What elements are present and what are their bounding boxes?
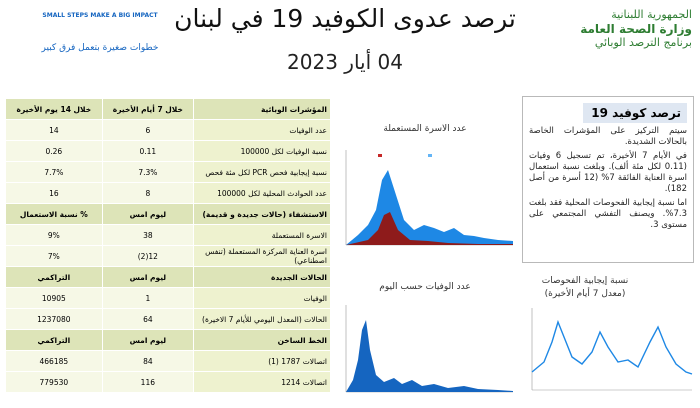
table-row: نسبة إيجابية فحص PCR لكل مئة فحص 7.3% 7.7% [5,161,331,183]
table-row: اتصالات 1787 (1) 84 466185 [5,350,331,372]
table-cell: نسبة الوفيات لكل 100000 [193,140,331,162]
header-row: المؤشرات الوبائية خلال 7 أيام الأخيرة خلال… [5,98,331,120]
ministry-line: برنامج الترصد الوبائي [594,36,692,49]
chart-title: نسبة إيجابية الفحوصات [541,276,629,286]
table-cell: ليوم امس [101,329,195,351]
table-cell: الحالات الجديدة [193,266,331,288]
table-cell: عدد الوفيات [193,119,331,141]
logo-text: خطوات صغيرة بتعمل فرق كبير [41,43,159,53]
table-cell: 7% [5,245,103,267]
table-row: الحالات (المعدل اليومي للأيام 7 الاخيرة)… [5,308,331,330]
table-cell: الخط الساخن [193,329,331,351]
chart-title: عدد الاسرة المستعملة [383,124,467,134]
table-cell: خلال 7 أيام الأخيرة [101,98,195,120]
ministry-line: الجمهورية اللبنانية [611,8,692,21]
chart-subtitle: (معدل 7 أيام الأخيرة) [544,289,626,299]
table-cell: 0.26 [5,140,103,162]
panel-paragraph: سيتم التركيز على المؤشرات الخاصة بالحالا… [529,126,687,147]
table-cell: ليوم امس [101,203,195,225]
panel-paragraph: في الأيام 7 الأخيرة، تم تسجيل 6 وفيات (0… [529,151,687,194]
indicator-table: المؤشرات الوبائية خلال 7 أيام الأخيرة خلال… [5,98,331,393]
table-cell: % نسبة الاستعمال [5,203,103,225]
table-cell: التراكمي [5,266,103,288]
table-cell: 64 [101,308,195,330]
table-cell: ليوم امس [101,266,195,288]
table-row: اتصالات 1214 116 779530 [5,371,331,393]
logo-text: SMALL STEPS MAKE A BIG IMPACT [42,12,158,19]
table-row: الاسرة المستعملة 38 9% [5,224,331,246]
table-cell: نسبة إيجابية فحص PCR لكل مئة فحص [193,161,331,183]
table-cell: اتصالات 1214 [193,371,331,393]
table-cell: 779530 [5,371,103,393]
table-cell: 6 [101,119,195,141]
table-cell: عدد الحوادث المحلية لكل 100000 [193,182,331,204]
panel-heading: ترصد كوفيد 19 [583,103,687,123]
table-cell: 1 [101,287,195,309]
table-cell: 8 [101,182,195,204]
header-row: الاستشفاء (حالات جديدة و قديمة) ليوم امس%… [5,203,331,225]
table-cell: 14 [5,119,103,141]
beds-chart [345,150,513,246]
table-cell: 10905 [5,287,103,309]
table-cell: 1237080 [5,308,103,330]
table-cell: اسرة العناية المركزة المستعملة (تنفس اصط… [193,245,331,267]
table-row: نسبة الوفيات لكل 100000 0.11 0.26 [5,140,331,162]
table-row: اسرة العناية المركزة المستعملة (تنفس اصط… [5,245,331,267]
table-cell: الاستشفاء (حالات جديدة و قديمة) [193,203,331,225]
header-row: الخط الساخن ليوم امس التراكمي [5,329,331,351]
header-row: الحالات الجديدة ليوم امس التراكمي [5,266,331,288]
table-cell: 9% [5,224,103,246]
table-cell: 16 [5,182,103,204]
panel-paragraph: اما نسبة إيجابية الفحوصات المحلية فقد بل… [529,198,687,230]
table-row: الوفيات 1 10905 [5,287,331,309]
table-cell: اتصالات 1787 (1) [193,350,331,372]
positivity-chart [531,308,693,391]
table-cell: الاسرة المستعملة [193,224,331,246]
table-cell: المؤشرات الوبائية [193,98,331,120]
table-row: عدد الوفيات 6 14 [5,119,331,141]
date: 04 أيار 2023 [287,50,403,74]
table-cell: 0.11 [101,140,195,162]
table-cell: 7.7% [5,161,103,183]
deaths-chart [345,305,513,393]
chart-title: عدد الوفيات حسب اليوم [379,282,471,292]
table-cell: 466185 [5,350,103,372]
table-cell: 116 [101,371,195,393]
table-cell: خلال 14 يوم الأخيرة [5,98,103,120]
table-cell: التراكمي [5,329,103,351]
table-cell: 84 [101,350,195,372]
summary-panel: ترصد كوفيد 19 سيتم التركيز على المؤشرات … [522,96,694,263]
table-row: عدد الحوادث المحلية لكل 100000 8 16 [5,182,331,204]
table-cell: 12(2) [101,245,195,267]
title: ترصد عدوى الكوفيد 19 في لبنان [174,4,516,33]
table-cell: الحالات (المعدل اليومي للأيام 7 الاخيرة) [193,308,331,330]
ministry: الجمهورية اللبنانية وزارة الصحة العامة ب… [542,8,692,50]
ministry-line: وزارة الصحة العامة [580,22,692,36]
table-cell: الوفيات [193,287,331,309]
table-cell: 38 [101,224,195,246]
logo: SMALL STEPS MAKE A BIG IMPACT خطوات صغير… [30,12,170,68]
table-cell: 7.3% [101,161,195,183]
